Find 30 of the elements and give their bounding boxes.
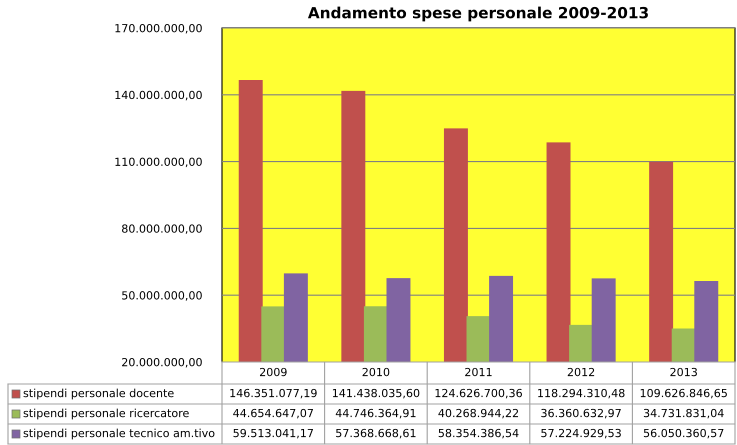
data-label: 59.513.041,17 [234, 428, 313, 438]
data-label: 56.050.360,57 [644, 428, 724, 438]
data-label: 146.351.077,19 [230, 388, 317, 398]
y-tick-label: 80.000.000,00 [122, 224, 202, 234]
y-tick-label: 170.000.000,00 [115, 24, 202, 34]
data-label: 109.626.846,65 [640, 388, 727, 398]
data-label: 44.654.647,07 [233, 408, 313, 418]
x-tick-label: 2013 [670, 368, 697, 376]
x-tick-label: 2010 [362, 368, 390, 376]
legend-label: stipendi personale ricercatore [24, 408, 189, 420]
y-tick-label: 140.000.000,00 [115, 90, 202, 100]
data-label: 58.354.386,54 [438, 428, 519, 438]
x-tick-label: 2009 [260, 368, 287, 376]
data-label: 118.294.310,48 [538, 388, 625, 398]
x-tick-label: 2011 [465, 368, 492, 376]
data-label: 36.360.632,97 [541, 408, 621, 418]
legend-label: stipendi personale docente [24, 388, 174, 400]
data-label: 57.224.929,53 [541, 428, 621, 438]
chart-title: Andamento spese personale 2009-2013 [308, 6, 648, 22]
data-label: 141.438.035,60 [332, 388, 420, 398]
legend-label: stipendi personale tecnico am.tivo [24, 428, 214, 440]
x-tick-label: 2012 [568, 368, 594, 376]
data-label: 34.731.831,04 [644, 408, 724, 418]
y-tick-label: 110.000.000,00 [115, 158, 202, 168]
y-tick-label: 50.000.000,00 [122, 291, 202, 301]
data-label: 57.368.668,61 [336, 428, 416, 438]
y-tick-label: 20.000.000,00 [122, 358, 202, 368]
data-label: 44.746.364,91 [336, 408, 416, 418]
data-label: 124.626.700,36 [436, 388, 522, 398]
data-label: 40.268.944,22 [438, 408, 518, 418]
